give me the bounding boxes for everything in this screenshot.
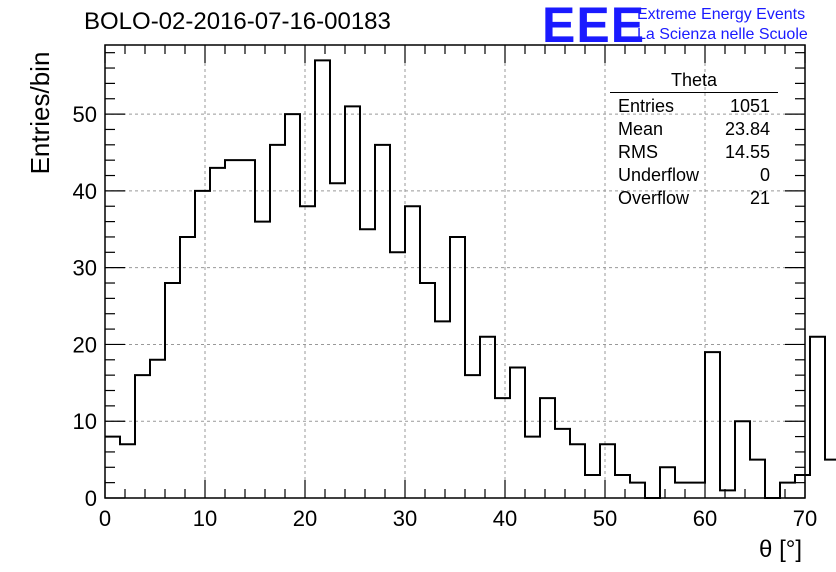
histogram-series-line (105, 59, 836, 499)
x-tick-label: 70 (793, 506, 817, 531)
stats-row-entries: Entries 1051 (610, 95, 778, 118)
logo-line-1: Extreme Energy Events (637, 6, 806, 23)
stats-value: 14.55 (724, 142, 770, 162)
x-tick-label: 40 (493, 506, 517, 531)
stats-label: Underflow (618, 165, 700, 185)
y-tick-label: 30 (73, 256, 97, 281)
stats-label: RMS (618, 142, 658, 162)
x-tick-label: 30 (393, 506, 417, 531)
y-tick-label: 20 (73, 332, 97, 357)
stats-title: Theta (610, 70, 778, 93)
stats-value: 23.84 (724, 119, 770, 139)
stats-label: Entries (618, 96, 675, 116)
stats-value: 21 (749, 188, 770, 208)
x-tick-label: 10 (193, 506, 217, 531)
eee-logo: EEE Extreme Energy Events La Scienza nel… (542, 0, 834, 53)
stats-label: Overflow (618, 188, 690, 208)
stats-row-underflow: Underflow 0 (610, 164, 778, 187)
x-tick-label: 20 (293, 506, 317, 531)
stats-value: 0 (759, 165, 770, 185)
x-tick-label: 50 (593, 506, 617, 531)
y-tick-label: 10 (73, 409, 97, 434)
y-tick-label: 0 (85, 486, 97, 511)
grid-lines (105, 45, 805, 498)
stats-box: Theta Entries 1051 Mean 23.84 RMS 14.55 … (610, 70, 778, 210)
x-tick-label: 60 (693, 506, 717, 531)
y-axis-label: Entries/bin (25, 51, 55, 175)
y-tick-label: 40 (73, 179, 97, 204)
chart-title: BOLO-02-2016-07-16-00183 (84, 8, 391, 35)
tick-labels: 0 10 20 30 40 50 60 70 0 10 20 30 40 50 (73, 102, 818, 531)
logo-mark: EEE (542, 0, 646, 53)
stats-row-mean: Mean 23.84 (610, 118, 778, 141)
stats-label: Mean (618, 119, 664, 139)
stats-row-rms: RMS 14.55 (610, 141, 778, 164)
x-tick-label: 0 (99, 506, 111, 531)
x-axis-label: θ [°] (759, 536, 802, 563)
stats-row-overflow: Overflow 21 (610, 187, 778, 210)
y-tick-label: 50 (73, 102, 97, 127)
logo-line-2: La Scienza nelle Scuole (637, 26, 808, 43)
stats-value: 1051 (729, 96, 770, 116)
plot-frame (104, 44, 806, 499)
